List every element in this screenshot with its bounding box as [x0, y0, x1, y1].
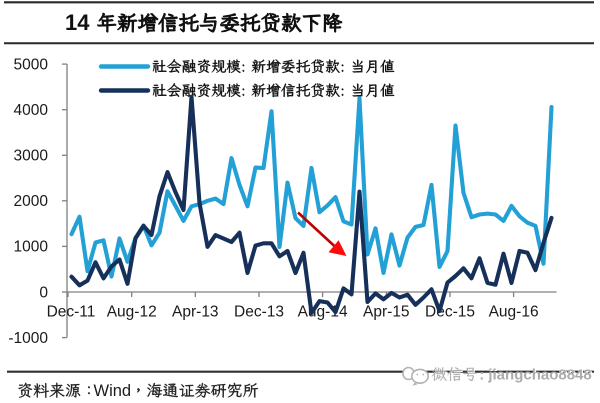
svg-text:Dec-13: Dec-13 [234, 304, 284, 321]
svg-text:14: 14 [65, 10, 90, 35]
svg-text:: jiangchao8848: : jiangchao8848 [479, 367, 592, 384]
svg-text:Apr-13: Apr-13 [172, 304, 219, 321]
svg-text:Dec-11: Dec-11 [47, 304, 96, 321]
svg-text:0: 0 [39, 284, 48, 301]
svg-text:3000: 3000 [14, 148, 49, 165]
svg-text:5000: 5000 [14, 56, 49, 73]
svg-text:1000: 1000 [14, 239, 49, 256]
svg-text:: jiangchao8848: : jiangchao8848 [480, 368, 593, 385]
svg-text:-1000: -1000 [8, 330, 48, 347]
svg-text:Wind: Wind [94, 382, 132, 400]
svg-text:Aug-12: Aug-12 [107, 304, 157, 321]
svg-text:4000: 4000 [14, 102, 49, 119]
svg-text:Apr-15: Apr-15 [363, 304, 410, 321]
svg-text:Dec-15: Dec-15 [425, 304, 475, 321]
svg-text:Aug-16: Aug-16 [489, 304, 539, 321]
svg-text:2000: 2000 [14, 193, 49, 210]
svg-text:Aug-14: Aug-14 [298, 304, 348, 321]
